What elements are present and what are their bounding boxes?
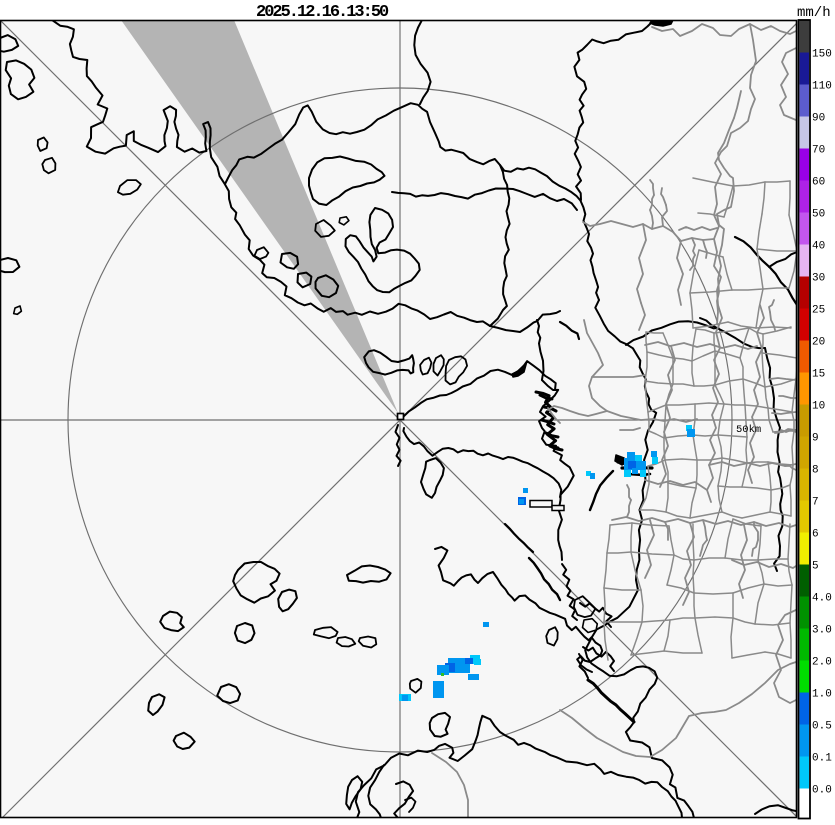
svg-text:90: 90: [812, 113, 825, 125]
svg-text:5: 5: [812, 561, 819, 573]
svg-text:20: 20: [812, 337, 825, 349]
svg-text:4.0: 4.0: [812, 593, 832, 605]
svg-text:60: 60: [812, 177, 825, 189]
svg-text:15: 15: [812, 369, 825, 381]
svg-text:150: 150: [812, 49, 832, 61]
svg-text:40: 40: [812, 241, 825, 253]
svg-text:3.0: 3.0: [812, 625, 832, 637]
svg-text:8: 8: [812, 465, 819, 477]
svg-text:10: 10: [812, 401, 825, 413]
svg-text:7: 7: [812, 497, 819, 509]
svg-text:0.0: 0.0: [812, 785, 832, 797]
svg-text:50: 50: [812, 209, 825, 221]
svg-text:6: 6: [812, 529, 819, 541]
svg-text:1.0: 1.0: [812, 689, 832, 701]
svg-text:50km: 50km: [736, 424, 761, 436]
svg-text:2.0: 2.0: [812, 657, 832, 669]
svg-text:30: 30: [812, 273, 825, 285]
svg-text:70: 70: [812, 145, 825, 157]
svg-text:0.5: 0.5: [812, 721, 832, 733]
svg-text:mm/h: mm/h: [797, 5, 831, 21]
svg-text:25: 25: [812, 305, 825, 317]
svg-text:0.1: 0.1: [812, 753, 832, 765]
svg-text:2025.12.16.13:50: 2025.12.16.13:50: [256, 3, 389, 22]
svg-text:9: 9: [812, 433, 819, 445]
svg-text:110: 110: [812, 81, 832, 93]
